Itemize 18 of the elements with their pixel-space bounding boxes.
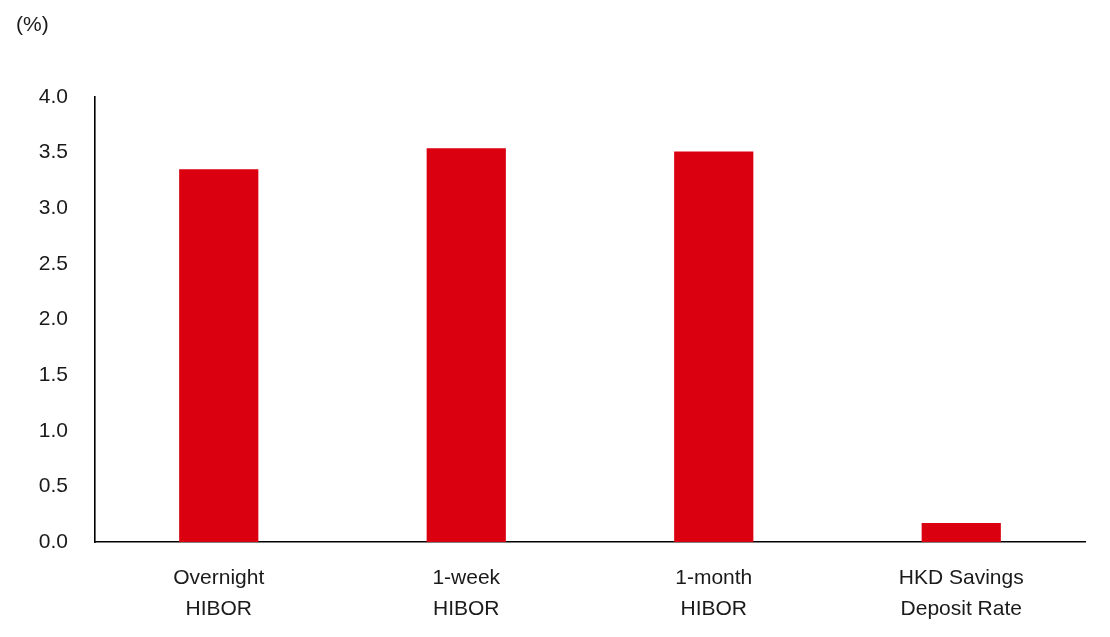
y-tick-label: 0.5 [38, 473, 68, 497]
y-tick-label: 1.5 [38, 361, 68, 385]
x-tick-label: Overnight HIBOR [173, 564, 265, 620]
x-tick-label: 1-month HIBOR [675, 564, 753, 620]
bar [921, 523, 1001, 542]
x-tick-label: 1-week HIBOR [432, 564, 501, 620]
y-tick-label: 1.0 [38, 417, 68, 441]
y-tick-label: 0.0 [38, 528, 68, 552]
bar [426, 148, 506, 542]
y-tick-label: 3.0 [38, 195, 68, 219]
x-tick-label: HKD Savings Deposit Rate [898, 564, 1024, 620]
y-tick-label: 3.5 [38, 139, 68, 163]
y-tick-label: 2.0 [38, 306, 68, 330]
bar [179, 169, 259, 542]
y-tick-label: 4.0 [38, 83, 68, 107]
y-tick-label: 2.5 [38, 250, 68, 274]
y-axis-title: (%) [16, 11, 49, 35]
bar [674, 151, 754, 542]
